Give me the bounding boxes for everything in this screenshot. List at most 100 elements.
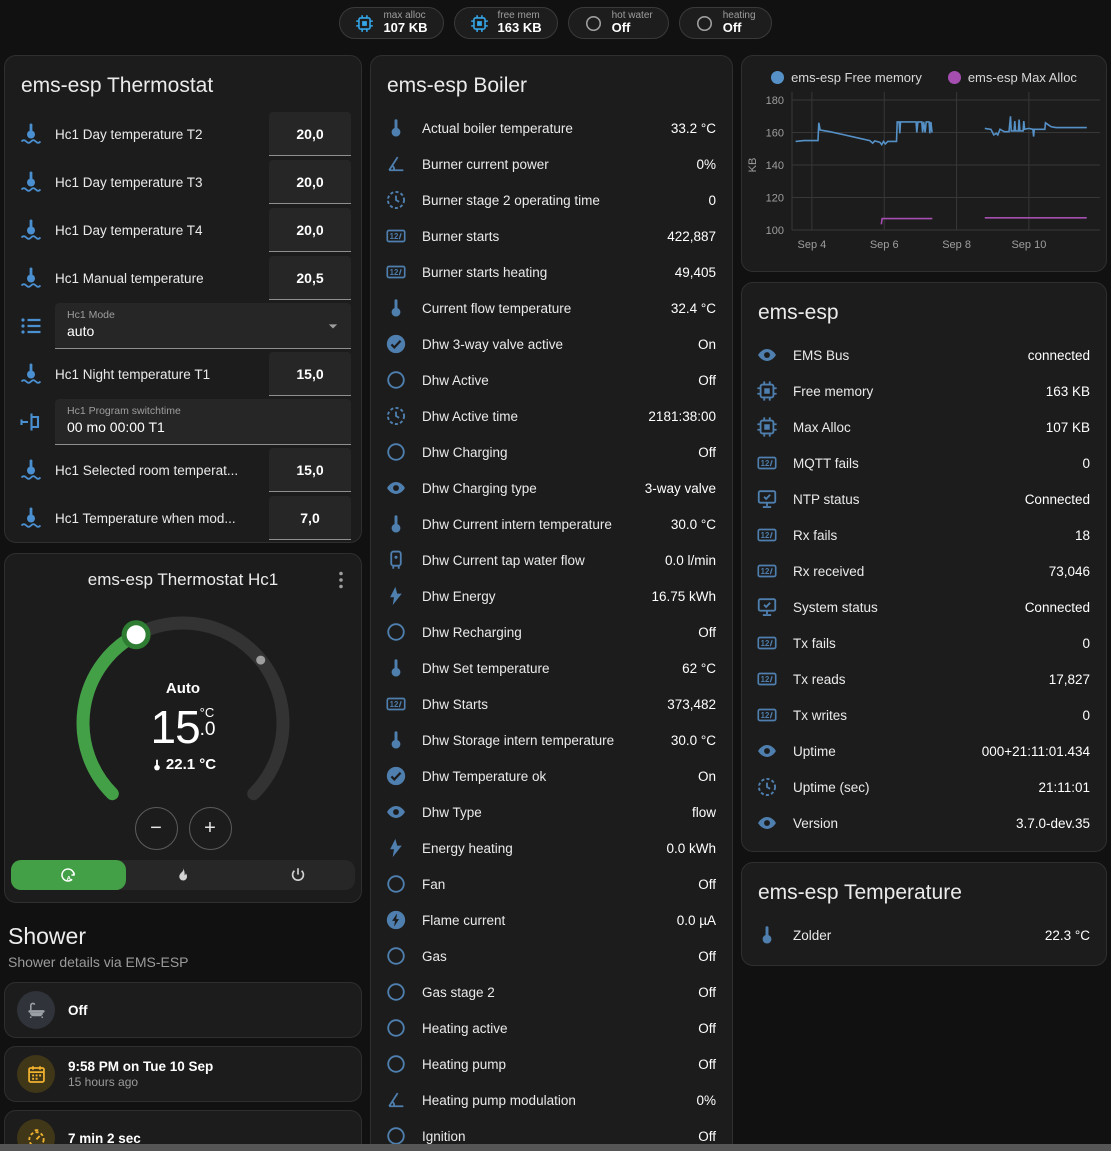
entity-label: Tx reads <box>793 671 846 687</box>
tile-badge <box>17 991 55 1029</box>
number-input[interactable]: 15,0 <box>269 352 351 396</box>
entity-row[interactable]: Burner current power 0% <box>371 146 732 182</box>
entity-row[interactable]: 1 2 Rx fails 18 <box>742 517 1106 553</box>
shower-tile[interactable]: Off <box>4 982 362 1038</box>
entity-row[interactable]: Dhw Active Off <box>371 362 732 398</box>
svg-text:1: 1 <box>390 268 395 277</box>
chip-heating[interactable]: heating Off <box>678 7 772 39</box>
entity-row[interactable]: Energy heating 0.0 kWh <box>371 830 732 866</box>
entity-row[interactable]: Burner stage 2 operating time 0 <box>371 182 732 218</box>
entity-row[interactable]: Dhw Type flow <box>371 794 732 830</box>
thermometer-icon <box>385 117 407 139</box>
svg-text:2: 2 <box>394 268 399 277</box>
entity-row[interactable]: 1 2 Tx reads 17,827 <box>742 661 1106 697</box>
svg-text:100: 100 <box>766 225 784 237</box>
entity-row[interactable]: Fan Off <box>371 866 732 902</box>
entity-row[interactable]: 1 2 Burner starts 422,887 <box>371 218 732 254</box>
shower-tile[interactable]: 9:58 PM on Tue 10 Sep 15 hours ago <box>4 1046 362 1102</box>
mode-button-flame[interactable] <box>126 860 241 890</box>
legend-item[interactable]: ems-esp Max Alloc <box>947 70 1077 85</box>
number-input[interactable]: 15,0 <box>269 448 351 492</box>
entity-row[interactable]: Max Alloc 107 KB <box>742 409 1106 445</box>
setting-label: Hc1 Day temperature T2 <box>55 126 203 142</box>
entity-row[interactable]: Current flow temperature 32.4 °C <box>371 290 732 326</box>
entity-row[interactable]: Dhw Set temperature 62 °C <box>371 650 732 686</box>
entity-row[interactable]: Ignition Off <box>371 1118 732 1151</box>
entity-row[interactable]: Dhw 3-way valve active On <box>371 326 732 362</box>
number-input[interactable]: 20,0 <box>269 208 351 252</box>
entity-row[interactable]: Actual boiler temperature 33.2 °C <box>371 110 732 146</box>
text-input[interactable]: Hc1 Program switchtime 00 mo 00:00 T1 <box>55 399 351 445</box>
chip-free-mem[interactable]: free mem 163 KB <box>453 7 558 39</box>
entity-label: Tx fails <box>793 635 836 651</box>
entity-row[interactable]: 1 2 Burner starts heating 49,405 <box>371 254 732 290</box>
number-input[interactable]: 20,0 <box>269 112 351 156</box>
entity-row[interactable]: 1 2 Tx fails 0 <box>742 625 1106 661</box>
entity-row[interactable]: Dhw Temperature ok On <box>371 758 732 794</box>
legend-item[interactable]: ems-esp Free memory <box>771 70 922 85</box>
progress-clock-icon <box>385 189 407 211</box>
circle-icon <box>385 945 407 967</box>
legend-label: ems-esp Max Alloc <box>967 70 1077 85</box>
entity-value: Connected <box>1024 599 1090 615</box>
entity-row[interactable]: System status Connected <box>742 589 1106 625</box>
entity-row[interactable]: Dhw Charging Off <box>371 434 732 470</box>
mode-button-power[interactable] <box>240 860 355 890</box>
entity-row[interactable]: Version 3.7.0-dev.35 <box>742 805 1106 841</box>
increase-temp-button[interactable]: + <box>188 807 232 850</box>
mode-button-automode[interactable]: A <box>11 860 126 890</box>
decrease-temp-button[interactable]: − <box>134 807 178 850</box>
entity-row[interactable]: 1 2 Rx received 73,046 <box>742 553 1106 589</box>
entity-row[interactable]: Flame current 0.0 µA <box>371 902 732 938</box>
entity-value: 0 <box>708 192 716 208</box>
entity-row[interactable]: Gas Off <box>371 938 732 974</box>
entity-row[interactable]: Dhw Current tap water flow 0.0 l/min <box>371 542 732 578</box>
entity-label: Free memory <box>793 383 874 399</box>
circle-icon <box>385 369 407 391</box>
number-input[interactable]: 20,0 <box>269 160 351 204</box>
entity-row[interactable]: Dhw Current intern temperature 30.0 °C <box>371 506 732 542</box>
entity-value: 3.7.0-dev.35 <box>1015 815 1090 831</box>
entity-label: Burner stage 2 operating time <box>422 192 600 208</box>
thermometer-icon <box>150 757 164 773</box>
circle-icon <box>385 621 407 643</box>
entity-row[interactable]: Gas stage 2 Off <box>371 974 732 1010</box>
svg-text:2: 2 <box>765 459 770 468</box>
thermostat-card-title: ems-esp Thermostat <box>21 74 214 97</box>
mode-select[interactable]: Hc1 Mode auto <box>55 303 351 349</box>
entity-row[interactable]: NTP status Connected <box>742 481 1106 517</box>
entity-row[interactable]: Uptime (sec) 21:11:01 <box>742 769 1106 805</box>
number-input[interactable]: 20,5 <box>269 256 351 300</box>
entity-row[interactable]: Zolder 22.3 °C <box>742 917 1106 953</box>
entity-row[interactable]: Dhw Active time 2181:38:00 <box>371 398 732 434</box>
entity-row[interactable]: Dhw Charging type 3-way valve <box>371 470 732 506</box>
entity-row[interactable]: 1 2 MQTT fails 0 <box>742 445 1106 481</box>
entity-label: EMS Bus <box>793 347 850 363</box>
eye-icon <box>756 344 778 366</box>
entity-row[interactable]: Dhw Energy 16.75 kWh <box>371 578 732 614</box>
entity-row[interactable]: Heating active Off <box>371 1010 732 1046</box>
entity-row[interactable]: Heating pump Off <box>371 1046 732 1082</box>
horizontal-scrollbar[interactable] <box>0 1144 1111 1151</box>
entity-row[interactable]: Dhw Storage intern temperature 30.0 °C <box>371 722 732 758</box>
entity-row[interactable]: 1 2 Tx writes 0 <box>742 697 1106 733</box>
entity-row[interactable]: Uptime 000+21:11:01.434 <box>742 733 1106 769</box>
chip-hot-water[interactable]: hot water Off <box>567 7 669 39</box>
entity-row[interactable]: Free memory 163 KB <box>742 373 1106 409</box>
number-input[interactable]: 7,0 <box>269 496 351 540</box>
chip-max-alloc[interactable]: max alloc 107 KB <box>339 7 444 39</box>
hc1-card-title: ems-esp Thermostat Hc1 <box>87 570 279 589</box>
more-options-icon[interactable] <box>329 568 353 592</box>
tile-value: Off <box>68 1002 88 1018</box>
entity-row[interactable]: 1 2 Dhw Starts 373,482 <box>371 686 732 722</box>
entity-row[interactable]: Dhw Recharging Off <box>371 614 732 650</box>
dial-handle[interactable] <box>121 620 151 650</box>
entity-label: Fan <box>422 876 446 892</box>
entity-value: 30.0 °C <box>670 516 716 532</box>
entity-value: 17,827 <box>1048 671 1090 687</box>
entity-row[interactable]: Heating pump modulation 0% <box>371 1082 732 1118</box>
entity-row[interactable]: EMS Bus connected <box>742 337 1106 373</box>
svg-text:2: 2 <box>394 232 399 241</box>
